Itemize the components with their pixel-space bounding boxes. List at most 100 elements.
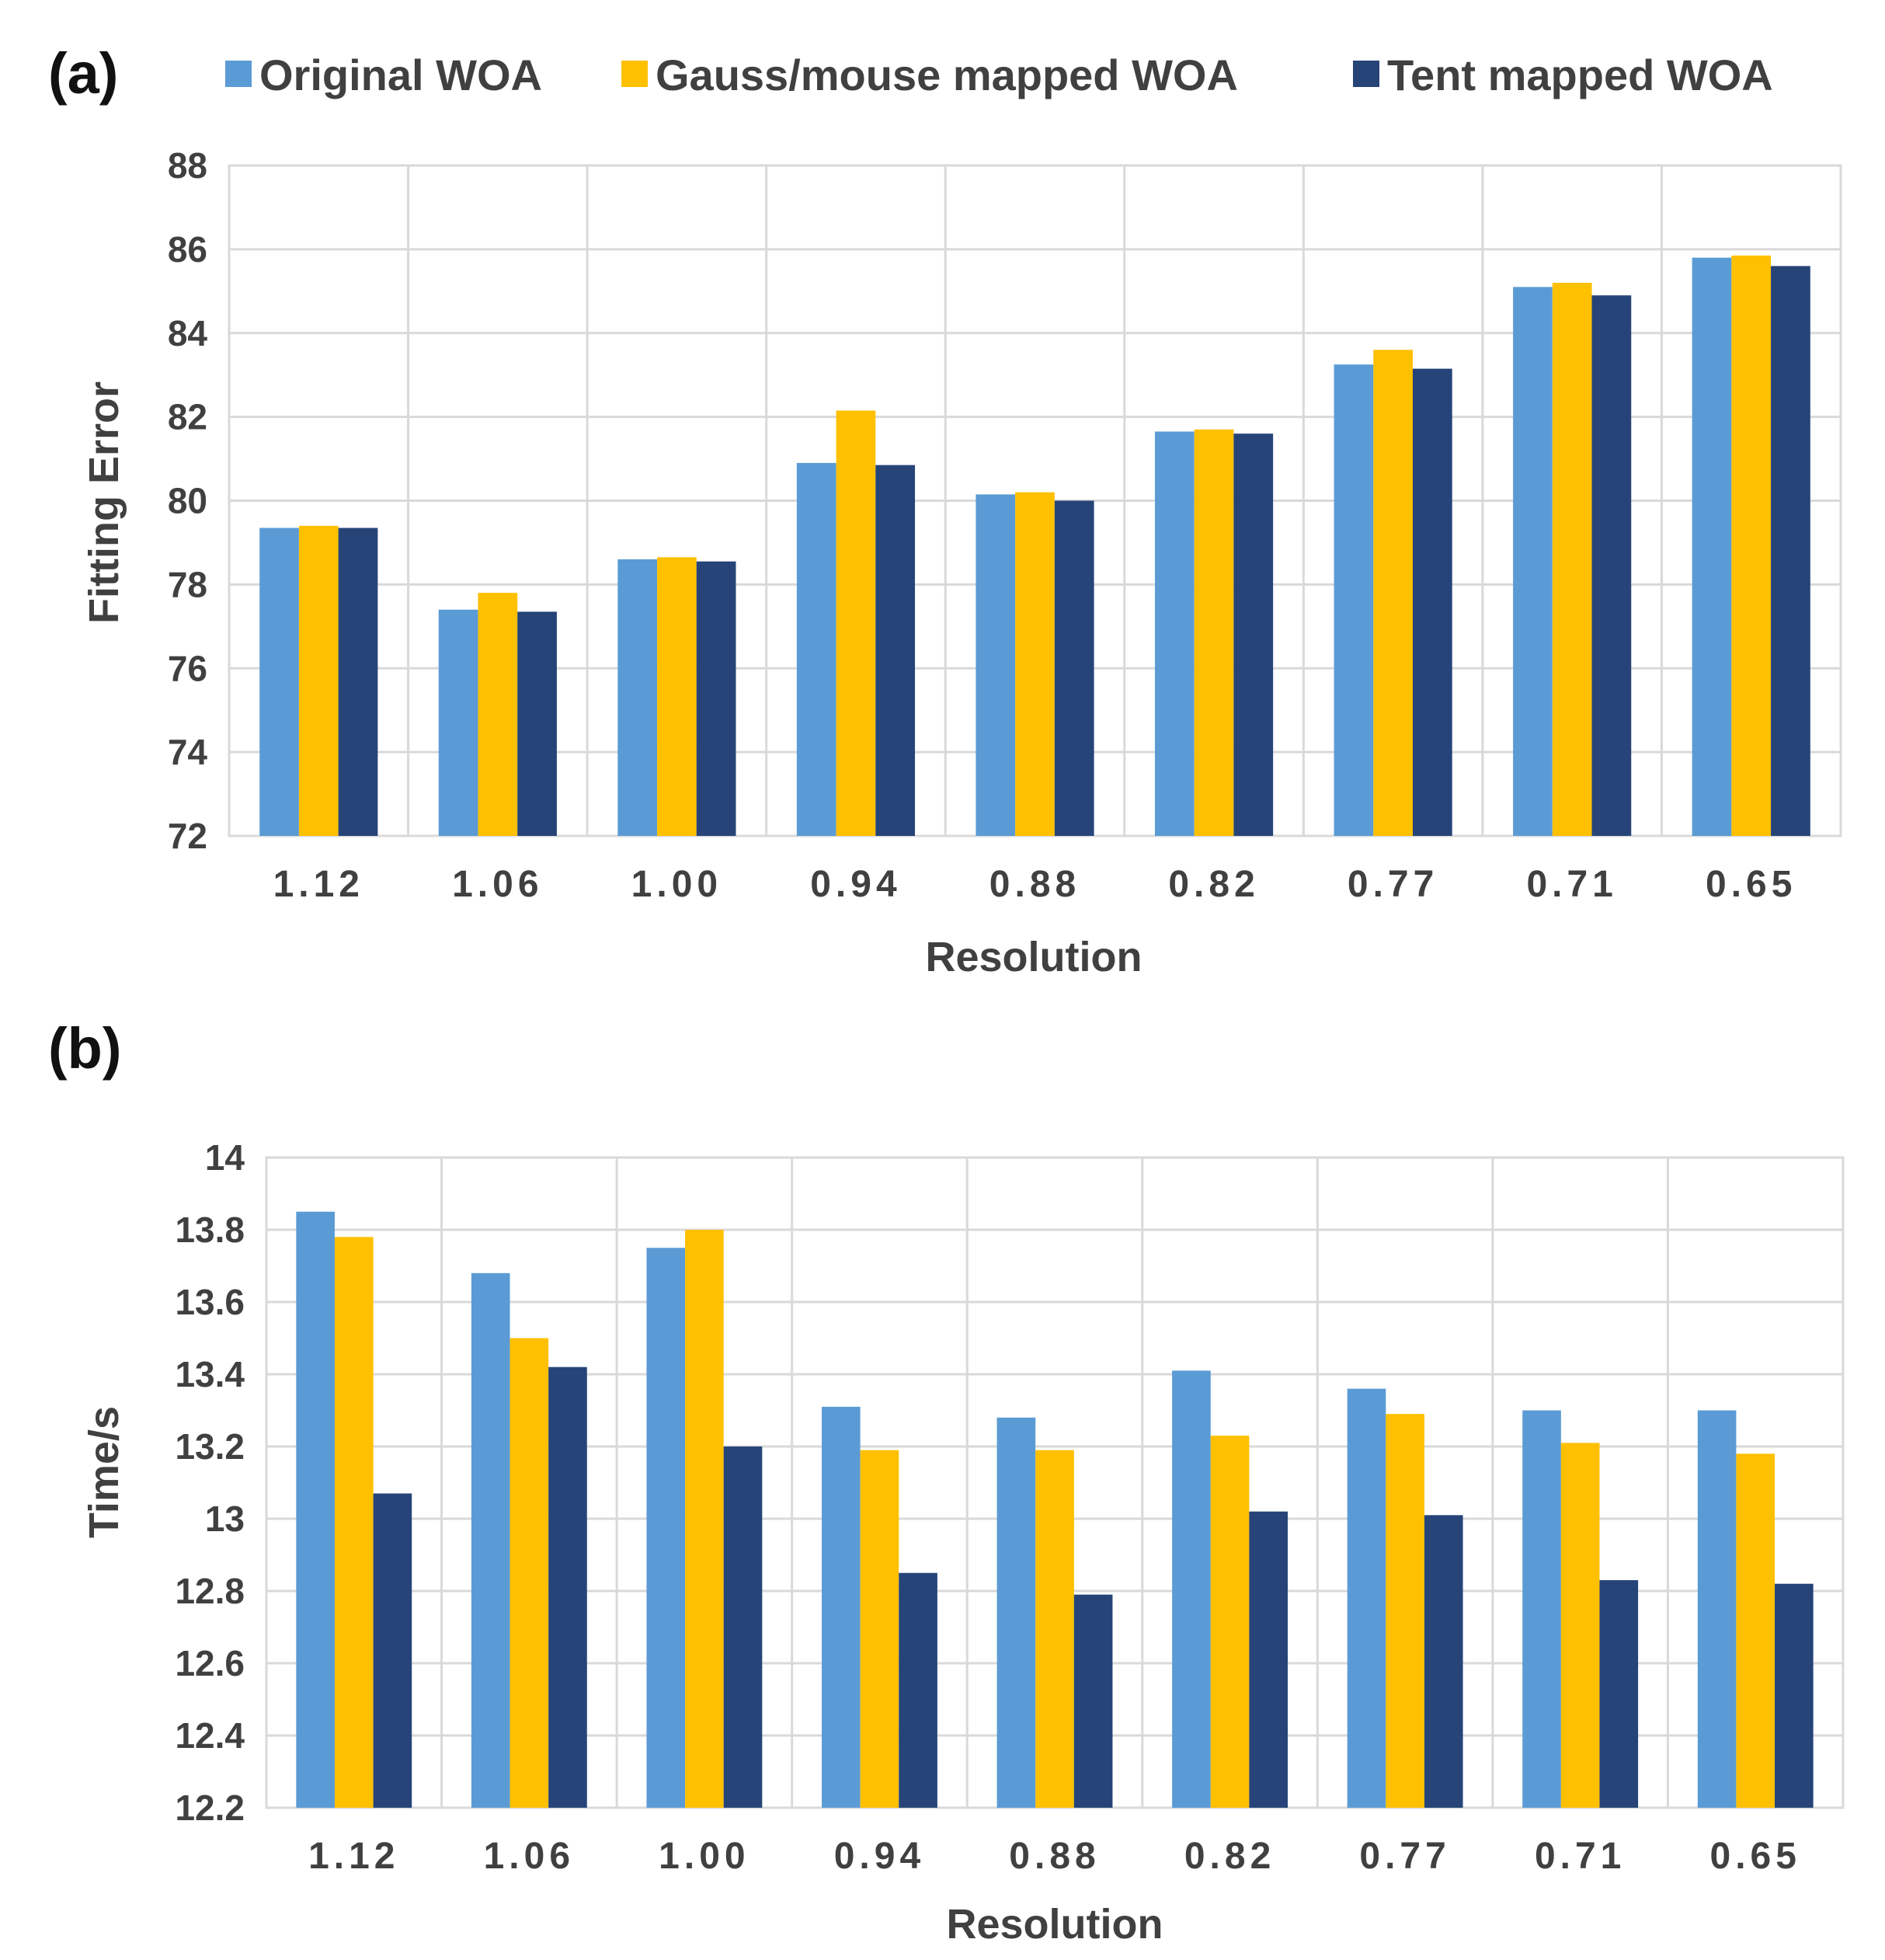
bar-gauss-mouse-mapped-woa-0.82: [1194, 429, 1234, 836]
bar-tent-mapped-woa-0.94: [899, 1572, 937, 1808]
bar-tent-mapped-woa-0.65: [1771, 266, 1810, 836]
y-tick-label: 88: [168, 145, 207, 186]
bar-gauss-mouse-mapped-woa-1.00: [685, 1230, 724, 1808]
bar-original-woa-1.00: [646, 1248, 686, 1808]
panel-a-x-axis-title: Resolution: [926, 934, 1142, 980]
bar-gauss-mouse-mapped-woa-1.00: [657, 557, 697, 836]
bar-gauss-mouse-mapped-woa-0.88: [1035, 1450, 1074, 1808]
bar-gauss-mouse-mapped-woa-0.65: [1736, 1453, 1775, 1808]
x-tick-label: 0.65: [1710, 1836, 1801, 1877]
bar-tent-mapped-woa-0.82: [1233, 433, 1274, 836]
x-tick-label: 0.71: [1526, 864, 1617, 905]
bar-original-woa-0.94: [796, 462, 836, 836]
x-tick-label: 0.77: [1359, 1836, 1450, 1877]
x-tick-label: 0.71: [1535, 1836, 1626, 1877]
x-tick-label: 0.88: [1009, 1836, 1100, 1877]
bar-gauss-mouse-mapped-woa-0.71: [1560, 1443, 1600, 1808]
x-tick-label: 0.82: [1184, 1836, 1275, 1877]
y-tick-label: 13.6: [175, 1282, 245, 1322]
bar-original-woa-1.12: [296, 1211, 335, 1808]
x-tick-label: 0.82: [1168, 864, 1259, 905]
y-tick-label: 80: [168, 481, 207, 521]
bar-gauss-mouse-mapped-woa-0.88: [1015, 492, 1055, 836]
x-tick-label: 0.88: [989, 864, 1080, 905]
bar-gauss-mouse-mapped-woa-0.94: [860, 1450, 899, 1808]
bar-original-woa-0.94: [822, 1406, 861, 1808]
y-tick-label: 76: [168, 648, 207, 688]
bar-tent-mapped-woa-1.06: [548, 1366, 587, 1808]
x-tick-label: 0.94: [834, 1836, 925, 1877]
panel-b-y-axis-title: Time/s: [81, 1406, 127, 1538]
bar-original-woa-0.82: [1154, 431, 1195, 836]
y-tick-label: 12.6: [175, 1643, 245, 1683]
bar-gauss-mouse-mapped-woa-0.77: [1373, 350, 1413, 836]
legend-label-gauss: Gauss/mouse mapped WOA: [656, 50, 1238, 99]
bar-tent-mapped-woa-1.06: [517, 611, 557, 836]
y-tick-label: 72: [168, 816, 207, 856]
panel-b-y-ticks: 12.2 12.4 12.6 12.8 13 13.2 13.4 13.6 13.8 14: [175, 1137, 245, 1828]
bar-tent-mapped-woa-0.88: [1054, 500, 1094, 836]
y-tick-label: 13: [205, 1499, 245, 1539]
x-tick-label: 0.77: [1348, 864, 1438, 905]
bar-tent-mapped-woa-1.00: [723, 1447, 763, 1808]
y-tick-label: 78: [168, 564, 207, 604]
panel-a-label: (a): [48, 41, 118, 106]
panel-b-label: (b): [48, 1016, 122, 1081]
y-tick-label: 13.4: [175, 1354, 245, 1394]
x-tick-label: 1.12: [273, 864, 364, 905]
bar-original-woa-0.77: [1334, 364, 1374, 836]
bar-tent-mapped-woa-0.94: [875, 465, 916, 836]
bar-original-woa-0.88: [996, 1417, 1036, 1808]
bar-gauss-mouse-mapped-woa-1.12: [298, 525, 339, 836]
bar-original-woa-0.71: [1513, 287, 1553, 836]
bar-tent-mapped-woa-1.12: [373, 1493, 412, 1808]
bar-original-woa-1.06: [471, 1272, 510, 1808]
legend-label-tent: Tent mapped WOA: [1387, 50, 1773, 99]
bar-original-woa-0.71: [1522, 1410, 1561, 1808]
bar-gauss-mouse-mapped-woa-0.71: [1552, 283, 1592, 836]
bar-tent-mapped-woa-0.77: [1412, 368, 1452, 836]
panel-a-y-ticks: 72 74 76 78 80 82 84 86 88: [168, 145, 208, 856]
legend-swatch-original: [225, 61, 252, 87]
bar-tent-mapped-woa-0.71: [1591, 295, 1632, 836]
panel-b-bars: [296, 1211, 1814, 1808]
panel-b-x-ticks: 1.12 1.06 1.00 0.94 0.88 0.82 0.77 0.71 0.65: [308, 1836, 1801, 1877]
panel-a-bars: [259, 255, 1810, 837]
x-tick-label: 0.94: [810, 864, 901, 905]
bar-original-woa-1.00: [617, 559, 658, 836]
bar-original-woa-0.82: [1172, 1370, 1211, 1808]
y-tick-label: 14: [205, 1137, 245, 1178]
y-tick-label: 86: [168, 229, 207, 270]
y-tick-label: 12.8: [175, 1571, 245, 1611]
bar-original-woa-0.65: [1692, 257, 1732, 837]
bar-tent-mapped-woa-0.82: [1249, 1511, 1288, 1808]
legend-swatch-tent: [1353, 61, 1379, 87]
y-tick-label: 84: [168, 313, 208, 353]
y-tick-label: 82: [168, 397, 207, 437]
y-tick-label: 13.2: [175, 1426, 245, 1467]
bar-original-woa-1.12: [259, 527, 299, 836]
bar-original-woa-0.88: [976, 494, 1016, 836]
x-tick-label: 1.06: [452, 864, 543, 905]
bar-tent-mapped-woa-0.77: [1424, 1515, 1463, 1808]
bar-tent-mapped-woa-0.65: [1775, 1583, 1814, 1808]
bar-gauss-mouse-mapped-woa-1.12: [334, 1237, 374, 1808]
bar-tent-mapped-woa-1.00: [696, 561, 736, 836]
x-tick-label: 1.06: [484, 1836, 575, 1877]
bar-gauss-mouse-mapped-woa-1.06: [510, 1338, 549, 1808]
bar-gauss-mouse-mapped-woa-0.82: [1210, 1436, 1250, 1808]
bar-tent-mapped-woa-0.88: [1073, 1594, 1113, 1808]
panel-a-y-axis-title: Fitting Error: [81, 381, 127, 624]
legend-label-original: Original WOA: [259, 50, 542, 99]
y-tick-label: 12.4: [175, 1715, 245, 1756]
panel-b-x-axis-title: Resolution: [947, 1901, 1163, 1948]
bar-original-woa-0.77: [1347, 1388, 1386, 1808]
bar-tent-mapped-woa-1.12: [338, 527, 378, 836]
legend-swatch-gauss: [621, 61, 648, 87]
bar-gauss-mouse-mapped-woa-0.77: [1386, 1414, 1424, 1808]
x-tick-label: 1.00: [631, 864, 722, 905]
bar-gauss-mouse-mapped-woa-0.94: [836, 410, 876, 836]
panel-b-chart: (b) 12.2 12.4 12.6 12.8 13 13.2 13.4 13.6 13.8 14…: [48, 1016, 1845, 1948]
legend: Original WOA Gauss/mouse mapped WOA Tent…: [225, 50, 1773, 99]
